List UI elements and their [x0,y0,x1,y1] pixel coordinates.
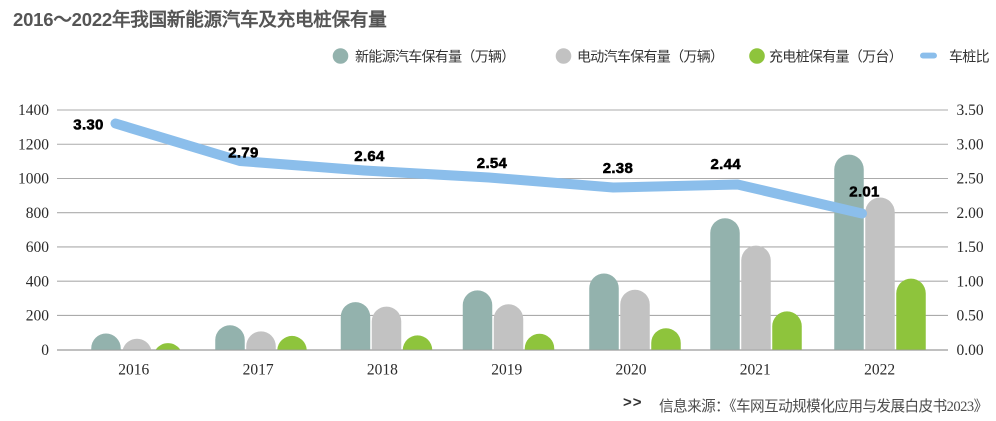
svg-text:0.00: 0.00 [957,342,984,359]
svg-text:3.50: 3.50 [957,102,984,119]
svg-text:2020: 2020 [616,362,647,379]
svg-text:1000: 1000 [18,171,49,188]
svg-text:2.79: 2.79 [228,144,258,161]
svg-text:2021: 2021 [740,362,771,379]
svg-text:2018: 2018 [367,362,398,379]
svg-text:600: 600 [26,239,50,256]
svg-text:2017: 2017 [243,362,274,379]
svg-text:400: 400 [26,273,50,290]
svg-text:2022: 2022 [864,362,895,379]
svg-text:1400: 1400 [18,102,49,119]
svg-text:2.44: 2.44 [710,156,741,173]
svg-text:1.00: 1.00 [957,273,984,290]
svg-text:2.64: 2.64 [354,148,385,165]
svg-text:3.30: 3.30 [73,117,103,134]
svg-text:0.50: 0.50 [957,308,984,325]
svg-text:2016: 2016 [118,362,149,379]
svg-text:2.54: 2.54 [477,155,508,172]
svg-text:2.38: 2.38 [603,160,633,177]
svg-text:2019: 2019 [491,362,522,379]
svg-text:电动汽车保有量（万辆）: 电动汽车保有量（万辆） [577,49,723,66]
svg-text:0: 0 [41,342,49,359]
svg-text:2.01: 2.01 [849,184,879,201]
svg-text:车桩比: 车桩比 [949,49,990,66]
svg-text:200: 200 [26,308,50,325]
svg-text:充电桩保有量（万台）: 充电桩保有量（万台） [769,49,902,66]
svg-text:2.50: 2.50 [957,171,984,188]
svg-text:1200: 1200 [18,136,49,153]
svg-text:800: 800 [26,205,50,222]
svg-text:3.00: 3.00 [957,136,984,153]
svg-text:2.00: 2.00 [957,205,984,222]
svg-text:新能源汽车保有量（万辆）: 新能源汽车保有量（万辆） [355,49,515,66]
svg-text:1.50: 1.50 [957,239,984,256]
